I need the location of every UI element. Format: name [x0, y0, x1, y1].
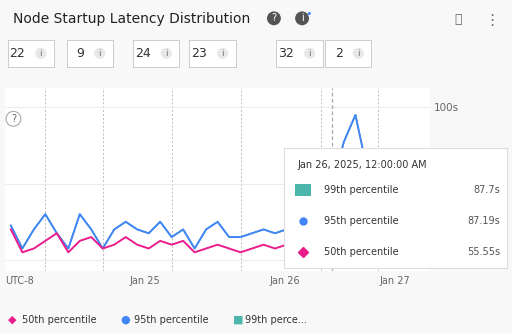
Text: •: •: [305, 9, 311, 19]
Text: i: i: [39, 49, 42, 58]
Text: 22: 22: [9, 47, 25, 60]
Text: 50th percentile: 50th percentile: [22, 315, 96, 325]
Text: Jan 26: Jan 26: [269, 276, 300, 286]
Text: 24: 24: [135, 47, 151, 60]
Text: 99th percentile: 99th percentile: [324, 185, 399, 195]
Text: ?: ?: [11, 114, 16, 124]
FancyBboxPatch shape: [295, 184, 311, 196]
Text: Jan 26, 2025, 12:00:00 AM: Jan 26, 2025, 12:00:00 AM: [297, 160, 427, 170]
Text: 32: 32: [278, 47, 294, 60]
Text: i: i: [165, 49, 167, 58]
Text: 95th percentile: 95th percentile: [134, 315, 209, 325]
Text: 87.19s: 87.19s: [467, 216, 500, 226]
Text: 23: 23: [191, 47, 207, 60]
Text: ◆: ◆: [8, 315, 16, 325]
Text: 55.55s: 55.55s: [467, 247, 500, 257]
Text: 99th perce...: 99th perce...: [245, 315, 307, 325]
Text: Jan 27: Jan 27: [380, 276, 411, 286]
Text: i: i: [98, 49, 101, 58]
Text: ●: ●: [120, 315, 130, 325]
Text: 9: 9: [76, 47, 84, 60]
Text: ?: ?: [271, 13, 276, 23]
Text: i: i: [301, 13, 304, 23]
Text: Node Startup Latency Distribution: Node Startup Latency Distribution: [13, 12, 250, 26]
Text: i: i: [357, 49, 359, 58]
Text: 2: 2: [335, 47, 343, 60]
Text: UTC-8: UTC-8: [5, 276, 34, 286]
Text: Jan 25: Jan 25: [130, 276, 160, 286]
Text: i: i: [308, 49, 311, 58]
Text: 50th percentile: 50th percentile: [324, 247, 399, 257]
Text: 87.7s: 87.7s: [474, 185, 500, 195]
Text: 95th percentile: 95th percentile: [324, 216, 399, 226]
Text: ■: ■: [233, 315, 244, 325]
Text: i: i: [221, 49, 224, 58]
Text: ⤢: ⤢: [455, 13, 462, 26]
Text: ⋮: ⋮: [484, 13, 499, 28]
